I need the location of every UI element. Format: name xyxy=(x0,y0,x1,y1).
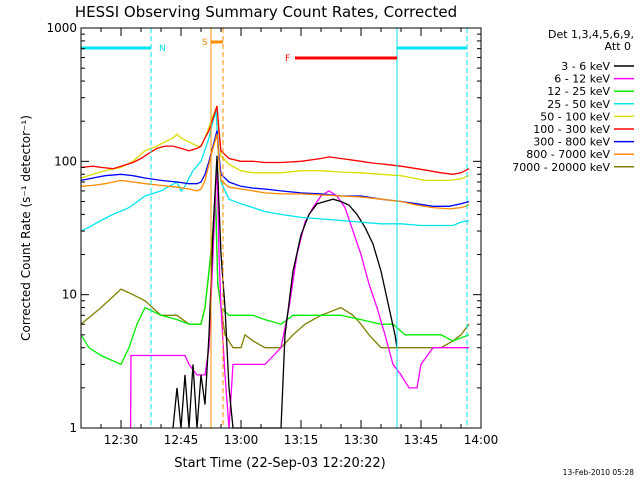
night-label: N xyxy=(159,44,166,54)
x-axis-ticks: 12:30 12:45 13:00 13:15 13:30 13:45 14:00 xyxy=(80,28,499,447)
y-axis-label: Corrected Count Rate (s⁻¹ detector⁻¹) xyxy=(19,115,33,341)
legend-entry-label: 6 - 12 keV xyxy=(554,73,610,86)
flare-label: F xyxy=(285,54,290,64)
chart-title: HESSI Observing Summary Count Rates, Cor… xyxy=(75,3,457,21)
legend-entry-label: 300 - 800 keV xyxy=(533,136,610,149)
series-curve-8 xyxy=(80,130,470,207)
legend-entry-label: 3 - 6 keV xyxy=(561,60,610,73)
x-tick-label: 12:45 xyxy=(164,433,199,447)
series-curve-6 xyxy=(80,105,470,182)
series-curve-3 xyxy=(129,161,469,429)
time-interval-annotations: N S F xyxy=(80,28,468,428)
legend-entry-label: 7000 - 20000 keV xyxy=(512,161,610,174)
legend-entry-label: 25 - 50 keV xyxy=(547,98,610,111)
legend-title-line2: Att 0 xyxy=(605,40,631,53)
y-tick-label: 1 xyxy=(69,421,77,435)
x-tick-label: 13:30 xyxy=(344,433,379,447)
footer-timestamp: 13-Feb-2010 05:28 xyxy=(563,468,635,477)
legend-entry-label: 100 - 300 keV xyxy=(533,123,610,136)
y-tick-label: 100 xyxy=(54,154,77,168)
series-curve-5 xyxy=(80,110,470,232)
x-axis-label: Start Time (22-Sep-03 12:20:22) xyxy=(174,456,385,471)
y-axis-ticks: 1 10 100 1000 xyxy=(46,21,481,435)
x-tick-label: 13:45 xyxy=(404,433,439,447)
y-tick-label: 1000 xyxy=(46,21,77,35)
x-tick-label: 13:00 xyxy=(224,433,259,447)
series-curve-2 xyxy=(80,190,470,366)
legend-entry-label: 12 - 25 keV xyxy=(547,85,610,98)
legend-entry-label: 50 - 100 keV xyxy=(540,110,610,123)
series-curve-1 xyxy=(80,190,470,349)
legend-title-line1: Det 1,3,4,5,6,9, xyxy=(548,28,634,41)
x-tick-label: 13:15 xyxy=(284,433,319,447)
y-tick-label: 10 xyxy=(62,288,77,302)
series-curve-7 xyxy=(80,105,470,175)
x-tick-label: 12:30 xyxy=(104,433,139,447)
series-curves xyxy=(80,105,470,429)
saa-label: S xyxy=(202,38,208,48)
x-tick-label: 14:00 xyxy=(464,433,499,447)
series-curve-9 xyxy=(80,133,470,210)
legend-entry-label: 800 - 7000 keV xyxy=(526,148,610,161)
